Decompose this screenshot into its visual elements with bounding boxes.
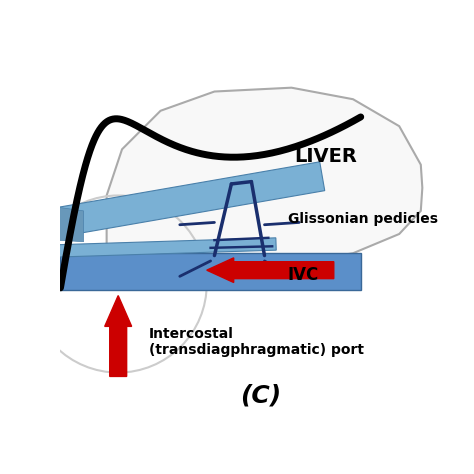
Polygon shape [107, 88, 422, 263]
FancyArrow shape [207, 258, 334, 283]
Polygon shape [56, 207, 83, 242]
Polygon shape [56, 238, 276, 257]
Text: Intercostal
(transdiagphragmatic) port: Intercostal (transdiagphragmatic) port [149, 327, 364, 357]
Bar [61, 253, 361, 290]
Text: LIVER: LIVER [295, 147, 357, 166]
Polygon shape [54, 162, 325, 237]
Text: Glissonian pedicles: Glissonian pedicles [288, 211, 438, 226]
Text: IVC: IVC [288, 266, 319, 284]
FancyArrow shape [105, 296, 132, 376]
Text: (C): (C) [240, 383, 281, 408]
